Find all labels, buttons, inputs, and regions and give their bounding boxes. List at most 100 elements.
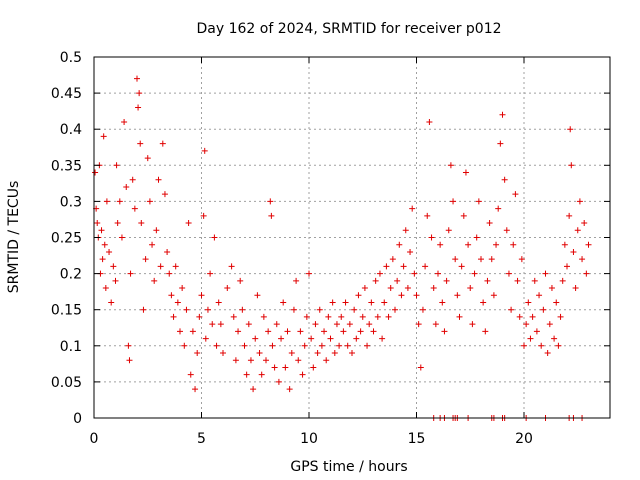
y-axis-label: SRMTID / TECUs [6,181,22,294]
data-point [551,335,558,342]
data-point [243,371,250,378]
data-point [342,299,349,306]
data-point [113,162,120,169]
data-point [295,357,302,364]
data-point [404,285,411,292]
data-point [454,292,461,299]
data-point [94,220,101,227]
data-point [564,263,570,270]
data-point [263,357,269,364]
data-point [284,328,291,335]
data-point [256,350,263,357]
data-point [134,75,140,82]
y-tick-label: 0.1 [60,339,82,355]
data-point [192,386,199,393]
data-point [149,241,156,248]
data-point [136,90,143,97]
data-point [583,270,590,277]
data-point [108,299,115,306]
data-point [349,350,355,357]
data-point [413,292,420,299]
data-point [387,285,394,292]
data-point [376,270,383,277]
data-point [142,256,149,263]
data-point [503,227,510,234]
data-point [172,263,179,270]
data-point [331,350,338,357]
x-tick-label: 20 [515,431,533,447]
data-point [338,313,345,320]
data-point [426,118,433,125]
data-point [344,342,351,349]
data-point [548,285,555,292]
data-point [567,126,574,133]
data-point [127,270,134,277]
data-point [462,169,469,176]
grid-lines [94,57,610,418]
data-point [572,285,579,292]
data-point [161,191,168,198]
data-point [355,292,362,299]
data-point [559,277,566,284]
data-point [333,321,340,328]
data-point [220,350,226,357]
data-point [432,321,439,328]
data-point [351,306,358,313]
data-point [443,277,450,284]
data-point [529,313,536,320]
data-point [187,371,194,378]
data-point [254,292,261,299]
data-point [215,299,222,306]
data-point [357,328,364,335]
data-point [185,220,192,227]
data-point [288,350,295,357]
data-point [407,248,414,255]
data-point [297,328,304,335]
data-point [247,357,254,364]
data-point [327,335,334,342]
data-point [217,321,224,328]
data-point [465,241,472,248]
data-point [275,378,282,385]
data-point [430,285,437,292]
data-point [321,328,328,335]
data-point [538,342,545,349]
data-point [126,357,133,364]
data-point [137,140,144,147]
data-point [445,227,452,234]
data-point [325,313,332,320]
data-point [336,342,343,349]
y-tick-label: 0.3 [60,194,82,210]
data-point [370,328,377,335]
data-point [473,234,480,241]
data-point [499,111,506,118]
y-tick-label: 0.05 [51,375,82,391]
data-points [92,75,592,421]
data-point [269,342,276,349]
data-point [525,299,532,306]
data-point [252,335,259,342]
data-point [209,321,216,328]
data-point [318,342,325,349]
data-point [170,313,177,320]
data-point [518,256,525,263]
data-point [400,263,407,270]
data-point [505,270,512,277]
data-point [366,321,373,328]
data-point [258,371,265,378]
data-point [469,321,476,328]
x-tick-label: 0 [90,431,99,447]
data-point [153,227,160,234]
data-point [241,342,248,349]
data-point [368,299,375,306]
data-point [495,205,502,212]
data-point [260,313,267,320]
data-point [164,248,171,255]
x-tick-label: 10 [300,431,318,447]
data-point [493,241,500,248]
data-point [239,306,246,313]
data-point [441,328,448,335]
data-point [385,313,392,320]
data-point [174,299,181,306]
data-point [303,313,310,320]
